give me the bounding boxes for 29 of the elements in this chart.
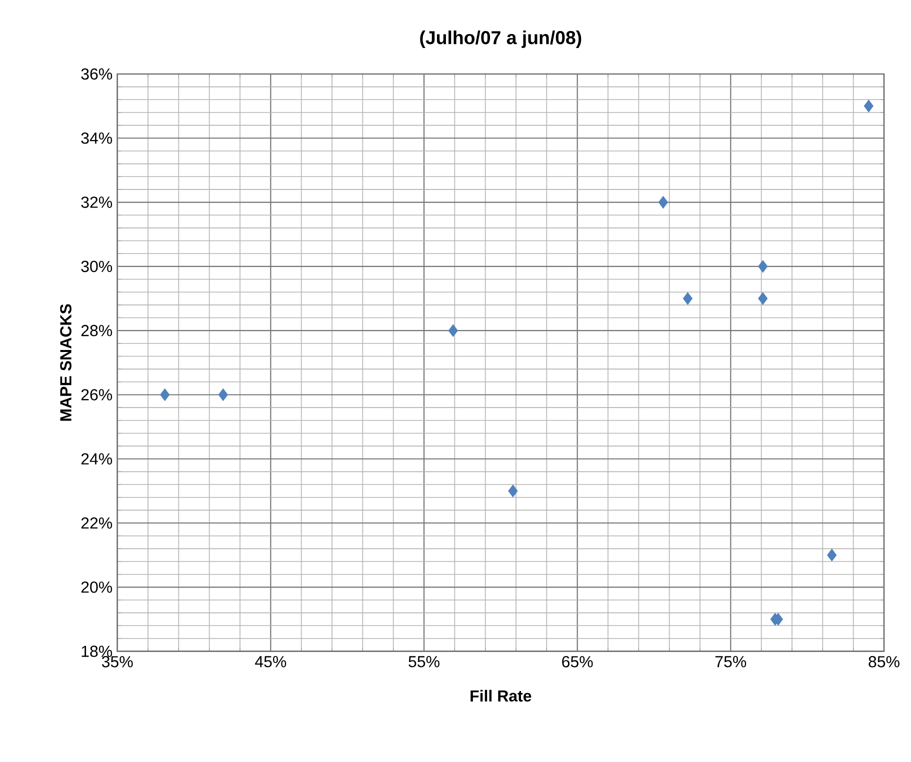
- point: [508, 484, 518, 498]
- point: [758, 260, 768, 273]
- y-tick-label: 20%: [81, 582, 112, 593]
- point: [218, 388, 228, 401]
- x-tick-label: 75%: [715, 656, 746, 668]
- point: [658, 196, 668, 209]
- point: [864, 100, 874, 112]
- y-tick-label: 26%: [81, 389, 112, 400]
- y-tick-label: 32%: [81, 196, 112, 208]
- point: [682, 292, 693, 305]
- point: [448, 324, 458, 337]
- y-tick-label: 18%: [82, 646, 112, 657]
- y-tick-label: 30%: [81, 260, 112, 272]
- y-axis-title: MAPE SNACKS: [60, 304, 72, 421]
- point: [160, 388, 170, 401]
- y-tick-label: 24%: [81, 453, 112, 464]
- x-tick-label: 65%: [562, 656, 593, 668]
- x-tick-label: 55%: [408, 656, 440, 668]
- y-tick-label: 22%: [81, 517, 112, 529]
- y-tick-label: 34%: [81, 132, 112, 144]
- x-axis-title: Fill Rate: [470, 690, 532, 702]
- x-tick-label: 45%: [255, 656, 286, 668]
- x-tick-label: 35%: [102, 656, 133, 668]
- chart-title: (Julho/07 a jun/08): [420, 30, 582, 48]
- point: [758, 292, 768, 305]
- point: [827, 548, 837, 562]
- y-tick-label: 36%: [81, 68, 112, 80]
- x-tick-label: 85%: [868, 656, 900, 668]
- y-tick-label: 28%: [81, 324, 112, 336]
